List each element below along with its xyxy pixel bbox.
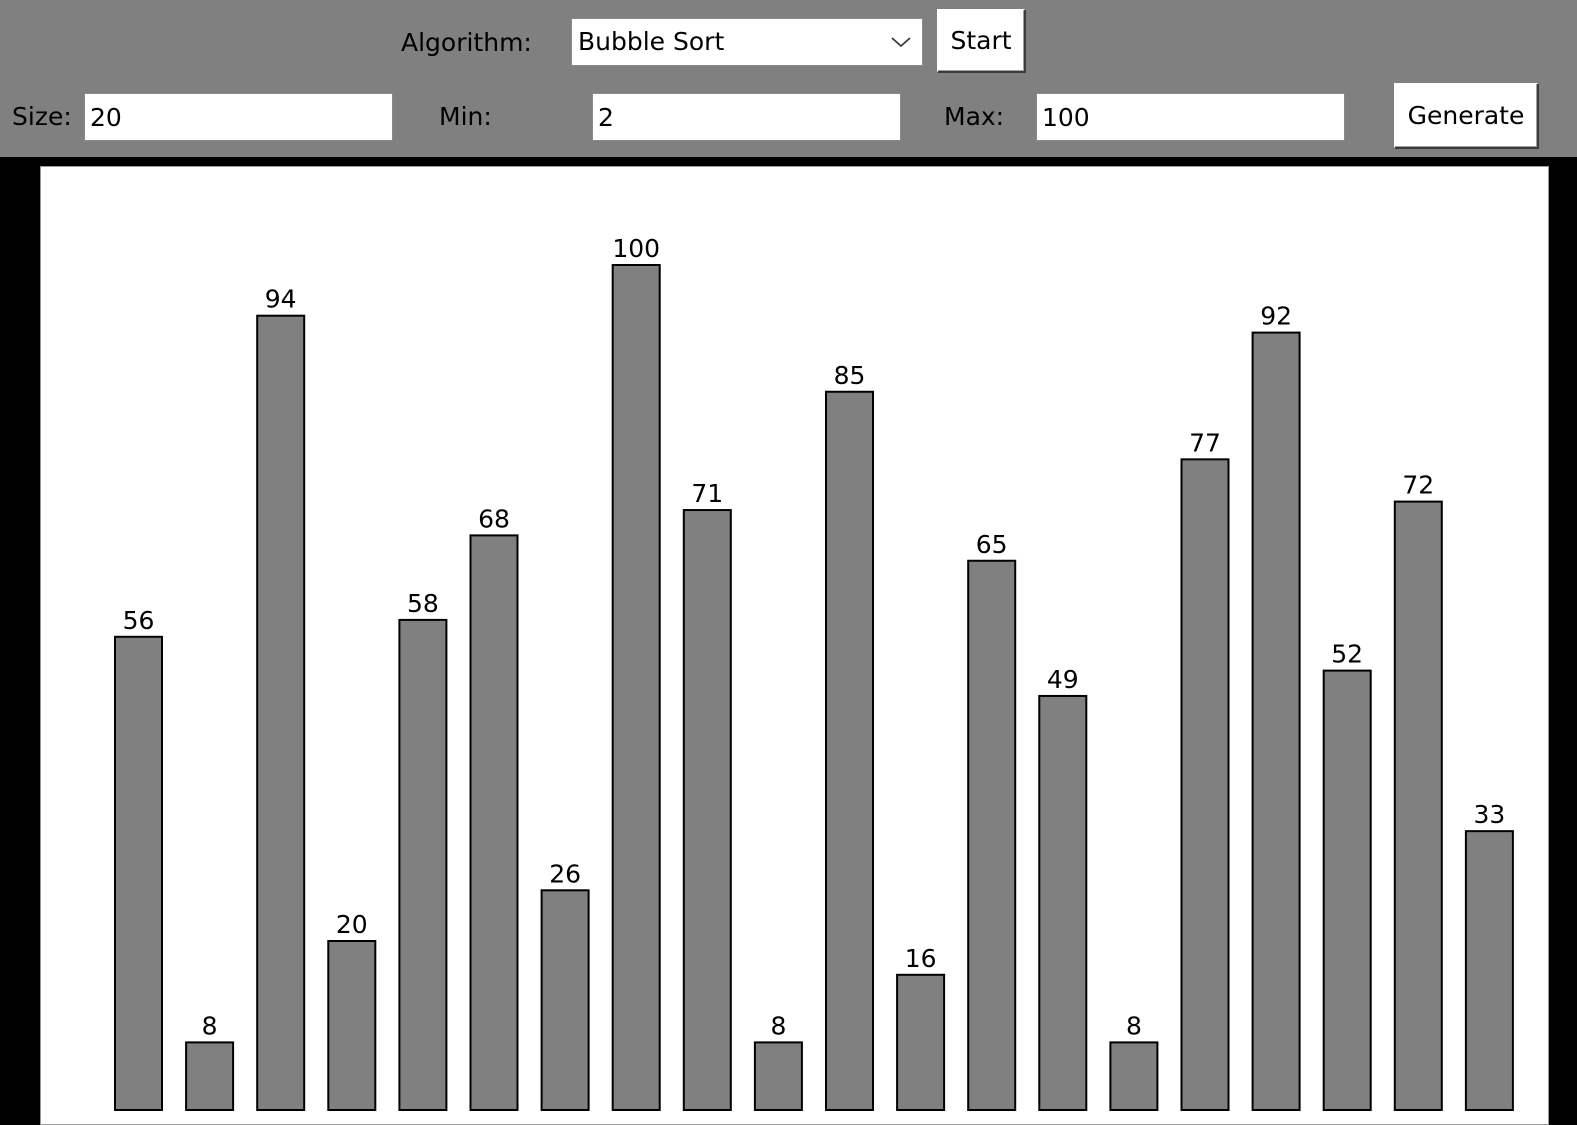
bar-value-label: 8: [202, 1011, 218, 1040]
bar-value-label: 8: [770, 1011, 786, 1040]
bar-value-label: 100: [612, 234, 660, 263]
bar-value-label: 52: [1331, 640, 1363, 669]
bar: [1322, 669, 1372, 1111]
bar-value-label: 77: [1189, 428, 1221, 457]
min-label: Min:: [439, 102, 492, 131]
start-button[interactable]: Start: [937, 9, 1026, 73]
bar-value-label: 68: [478, 504, 510, 533]
bar-canvas: 56 8 94 20 58 68 26 100 71 8 85 16 65 49 8 77 92 52 72 33: [40, 166, 1549, 1125]
size-label: Size:: [12, 102, 72, 131]
bar-value-label: 94: [265, 285, 297, 314]
bar-value-label: 85: [834, 361, 866, 390]
bar-value-label: 65: [976, 530, 1008, 559]
bar: [327, 940, 377, 1111]
bar-value-label: 16: [905, 944, 937, 973]
algorithm-select[interactable]: Bubble Sort: [571, 18, 923, 66]
bar: [185, 1041, 235, 1112]
bar: [256, 314, 306, 1111]
bar: [469, 534, 519, 1111]
bar-value-label: 33: [1473, 800, 1505, 829]
bar-value-label: 71: [691, 479, 723, 508]
toolbar: Algorithm: Bubble Sort Start Size: Min: …: [0, 0, 1577, 157]
bar: [1180, 458, 1230, 1112]
bar-value-label: 49: [1047, 665, 1079, 694]
bar: [1251, 331, 1301, 1112]
bar: [967, 559, 1017, 1111]
bar: [1393, 500, 1443, 1112]
bar: [753, 1041, 803, 1112]
bar: [398, 618, 448, 1111]
bar-chart: 56 8 94 20 58 68 26 100 71 8 85 16 65 49 8 77 92 52 72 33: [114, 234, 1514, 1112]
bar: [896, 973, 946, 1111]
bar-value-label: 72: [1402, 471, 1434, 500]
algorithm-select-value: Bubble Sort: [578, 27, 725, 56]
toolbar-panel: Algorithm: Bubble Sort Start Size: Min: …: [5, 4, 1571, 153]
generate-button[interactable]: Generate: [1394, 83, 1539, 149]
max-input[interactable]: [1036, 93, 1345, 141]
max-label: Max:: [944, 102, 1005, 131]
min-input[interactable]: [592, 93, 901, 141]
bar-value-label: 56: [123, 606, 155, 635]
bar: [825, 390, 874, 1111]
bar: [611, 264, 661, 1111]
algorithm-label: Algorithm:: [401, 28, 532, 57]
bar: [682, 509, 732, 1111]
bar-value-label: 92: [1260, 302, 1292, 331]
bar-value-label: 8: [1126, 1011, 1142, 1040]
bar: [1038, 694, 1088, 1111]
bar: [1109, 1041, 1159, 1112]
bar-value-label: 20: [336, 910, 368, 939]
bar-value-label: 26: [549, 859, 581, 888]
bar: [114, 635, 163, 1111]
chevron-down-icon: [890, 19, 912, 65]
bar: [1464, 830, 1514, 1112]
size-input[interactable]: [84, 93, 393, 141]
bar-value-label: 58: [407, 589, 439, 618]
bar: [540, 889, 590, 1111]
